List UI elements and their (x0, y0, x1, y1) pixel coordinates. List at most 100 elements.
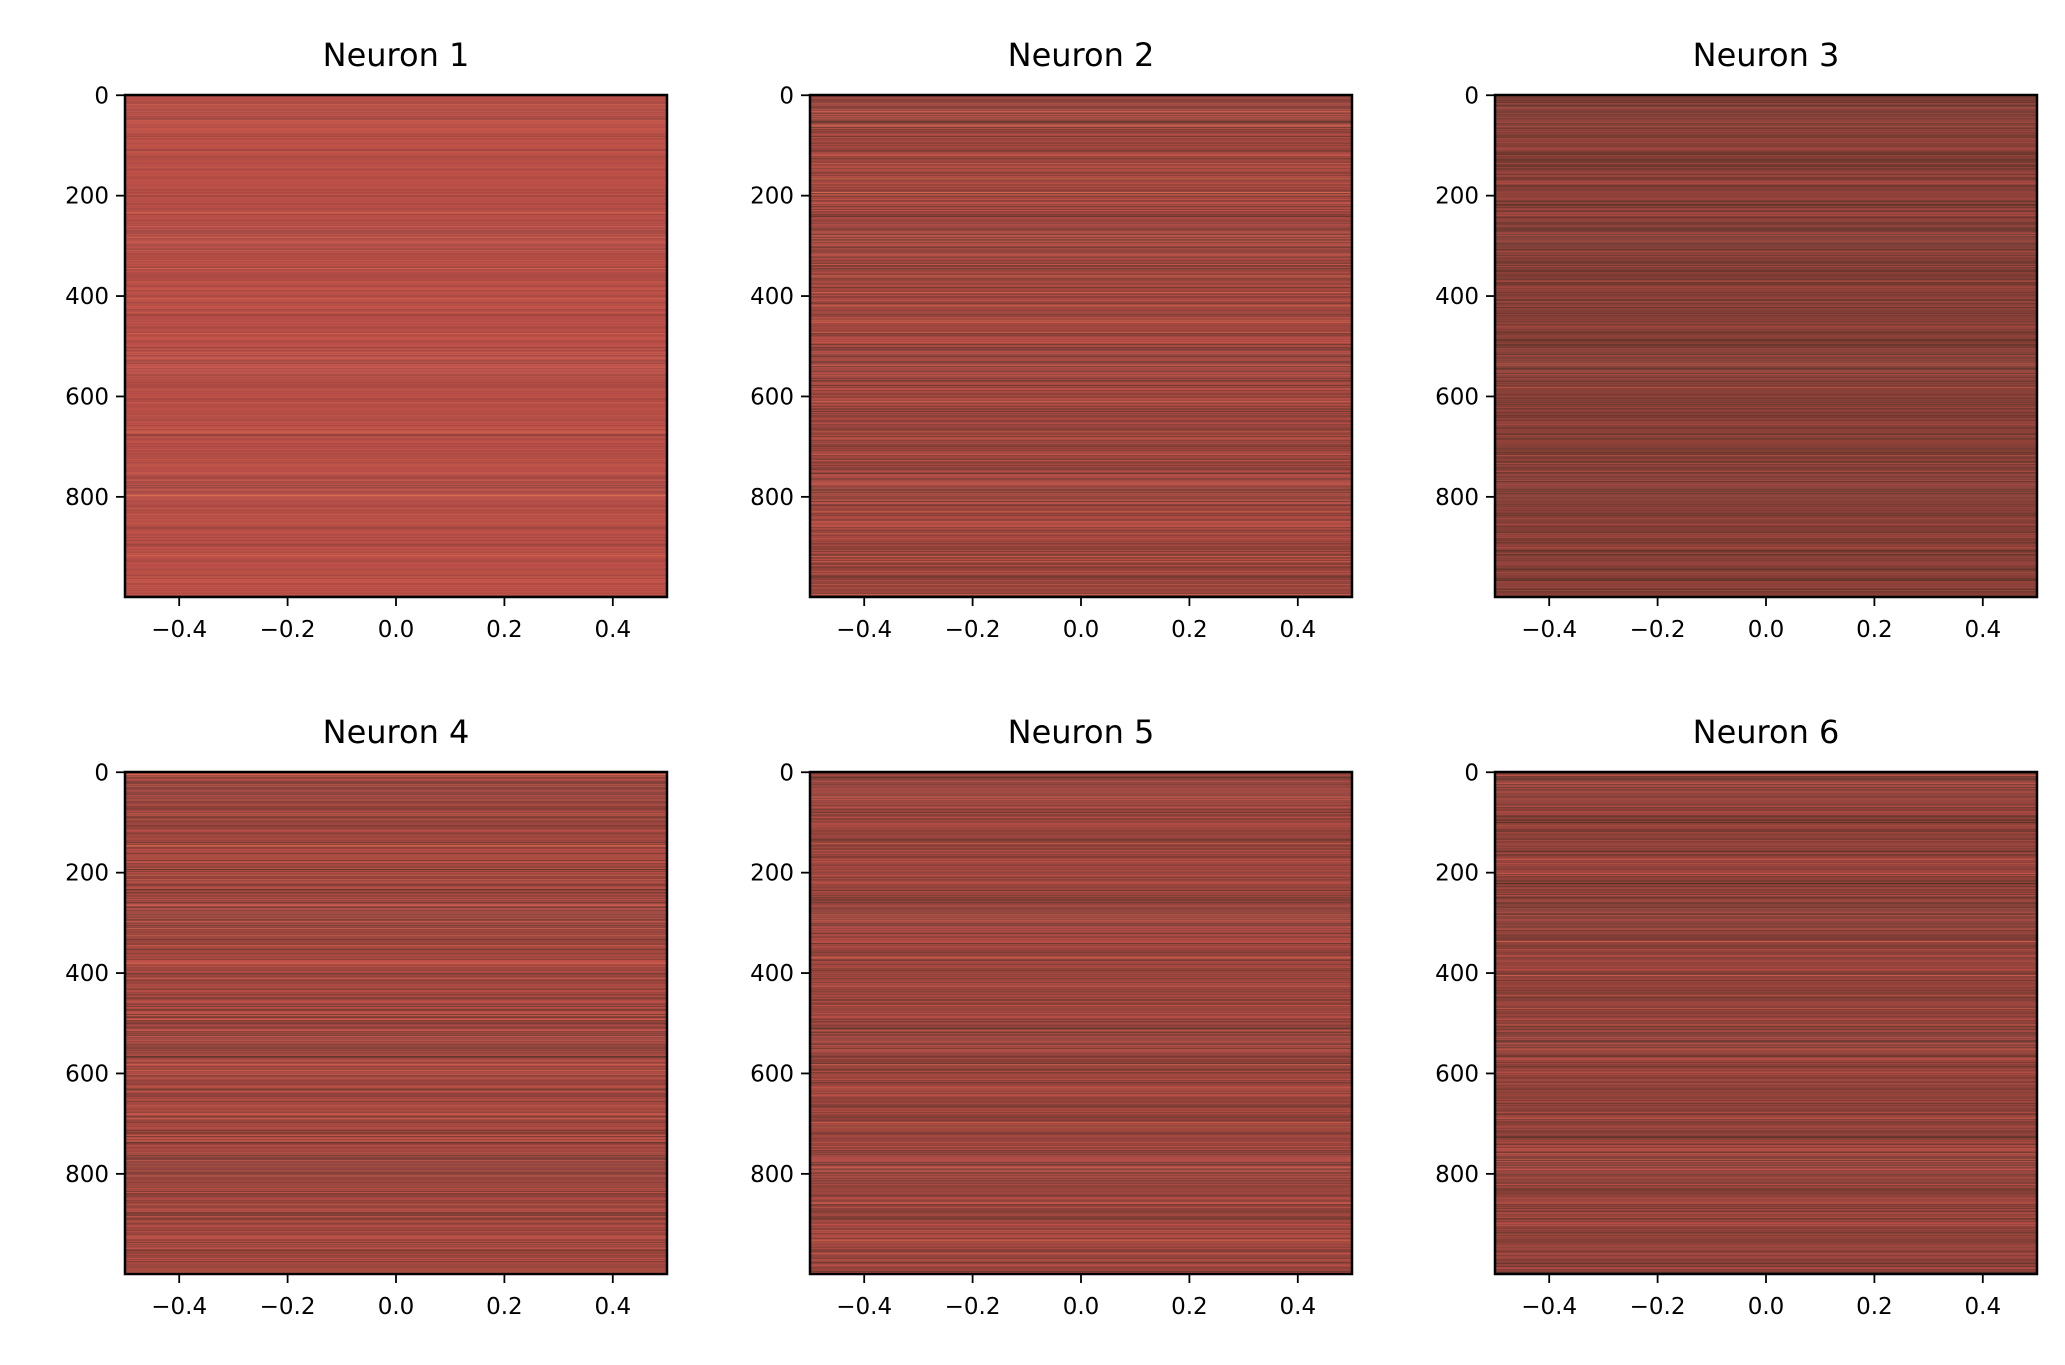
heatmap-row (1495, 507, 2037, 509)
heatmap-row (810, 425, 1352, 427)
heatmap-row (810, 835, 1352, 837)
heatmap-row (1495, 403, 2037, 405)
heatmap-row (810, 940, 1352, 942)
heatmap-row (810, 795, 1352, 797)
heatmap-row (810, 410, 1352, 412)
heatmap-row (810, 1119, 1352, 1121)
heatmap-row (810, 1157, 1352, 1159)
heatmap-row (810, 112, 1352, 113)
heatmap-row (125, 1046, 667, 1047)
heatmap-row (125, 471, 667, 472)
heatmap-row (810, 151, 1352, 153)
heatmap-row (810, 515, 1352, 517)
heatmap-row (1495, 550, 2037, 552)
heatmap-row (1495, 118, 2037, 120)
heatmap-row (810, 876, 1352, 878)
heatmap-row (1495, 386, 2037, 388)
heatmap-row (1495, 515, 2037, 517)
heatmap-row (125, 826, 667, 828)
heatmap-row (125, 944, 667, 946)
heatmap-row (810, 789, 1352, 790)
heatmap-row (1495, 207, 2037, 209)
heatmap-row (1495, 250, 2037, 252)
heatmap-row (1495, 291, 2037, 293)
heatmap-row (125, 1083, 667, 1085)
heatmap-row (125, 1037, 667, 1038)
heatmap-row (125, 456, 667, 458)
heatmap-row (810, 800, 1352, 802)
heatmap-row (1495, 413, 2037, 415)
heatmap-row (125, 953, 667, 955)
heatmap-row (125, 365, 667, 367)
heatmap-row (125, 512, 667, 514)
heatmap-row (125, 322, 667, 324)
heatmap-row (125, 776, 667, 777)
heatmap-row (810, 822, 1352, 824)
heatmap-row (125, 312, 667, 314)
heatmap-row (1495, 422, 2037, 424)
heatmap-row (810, 195, 1352, 197)
heatmap-row (810, 443, 1352, 445)
heatmap-row (125, 355, 667, 357)
heatmap-row (125, 341, 667, 343)
heatmap-row (125, 370, 667, 371)
heatmap-row (810, 98, 1352, 99)
heatmap-row (1495, 236, 2037, 238)
heatmap-row (1495, 457, 2037, 459)
heatmap-row (810, 414, 1352, 416)
heatmap-row (125, 1139, 667, 1141)
heatmap-row (125, 116, 667, 117)
heatmap-row (125, 343, 667, 345)
heatmap-row (810, 126, 1352, 128)
heatmap-row (125, 997, 667, 999)
heatmap-row (125, 901, 667, 902)
heatmap-row (1495, 462, 2037, 464)
heatmap-row (125, 1175, 667, 1176)
x-tick-label: 0.0 (378, 1294, 415, 1320)
heatmap-row (1495, 160, 2037, 162)
heatmap-row (125, 153, 667, 155)
heatmap-row (810, 1195, 1352, 1197)
heatmap-row (125, 102, 667, 103)
heatmap-row (810, 97, 1352, 99)
heatmap-row (810, 411, 1352, 413)
heatmap-row (125, 1259, 667, 1261)
heatmap-row (1495, 539, 2037, 541)
heatmap-row (125, 866, 667, 868)
heatmap-row (810, 521, 1352, 523)
heatmap-cells (1495, 95, 2037, 598)
heatmap-row (810, 1099, 1352, 1101)
heatmap-row (810, 1218, 1352, 1220)
heatmap-row (810, 836, 1352, 838)
heatmap-row (125, 247, 667, 248)
heatmap-row (1495, 425, 2037, 427)
heatmap-row (125, 1042, 667, 1044)
heatmap-row (1495, 185, 2037, 187)
heatmap-row (810, 358, 1352, 359)
heatmap-row (125, 1042, 667, 1043)
heatmap-row (1495, 291, 2037, 293)
heatmap-row (125, 190, 667, 192)
heatmap-row (125, 297, 667, 299)
heatmap-row (1495, 363, 2037, 364)
heatmap-row (125, 890, 667, 892)
heatmap-row (125, 1060, 667, 1061)
heatmap-row (125, 282, 667, 284)
heatmap-row (125, 1222, 667, 1224)
heatmap-row (125, 536, 667, 538)
heatmap-row (810, 375, 1352, 377)
heatmap-row (1495, 338, 2037, 340)
heatmap-row (125, 116, 667, 118)
heatmap-row (125, 510, 667, 512)
heatmap-row (810, 1201, 1352, 1203)
heatmap-row (810, 208, 1352, 210)
heatmap-row (125, 958, 667, 960)
heatmap-row (1495, 122, 2037, 123)
heatmap-row (125, 501, 667, 502)
heatmap-row (1495, 177, 2037, 179)
heatmap-row (810, 540, 1352, 542)
heatmap-row (1495, 567, 2037, 569)
heatmap-row (810, 1151, 1352, 1152)
heatmap-row (125, 860, 667, 862)
heatmap-row (810, 1178, 1352, 1179)
